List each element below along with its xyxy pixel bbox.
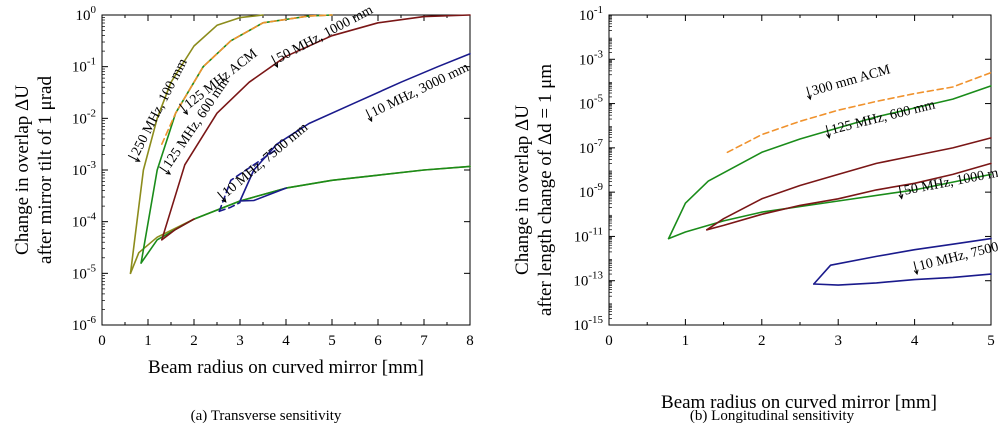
panel-b-series-10-mhz-7500-mm-upper-branch bbox=[813, 237, 992, 285]
panel-a-x-tick-label: 8 bbox=[466, 333, 474, 349]
panel-b-series-125-mhz-600-mm-lower-branch bbox=[667, 173, 992, 240]
panel-b-y-tick-label: 10-5 bbox=[579, 93, 604, 113]
panel-a-x-tick-label: 4 bbox=[282, 333, 290, 349]
panel-b-annotation-label: 125 MHz, 600 mm bbox=[830, 98, 937, 138]
panel-a-x-tick-label: 0 bbox=[98, 333, 106, 349]
panel-a-annotation-arrow-icon bbox=[217, 191, 227, 203]
panel-a-series-125-mhz-acm-upper-branch bbox=[161, 14, 333, 145]
panel-a-series-10-mhz-3000-mm-upper-branch bbox=[239, 53, 471, 202]
panel-a-x-tick-label: 5 bbox=[328, 333, 336, 349]
panel-a-y-tick-label: 10-3 bbox=[72, 159, 97, 179]
panel-a-series-10-mhz-7500-mm-lower-branch bbox=[218, 201, 241, 213]
panel-b-annotation-arrow-icon bbox=[913, 261, 919, 276]
panel-a-y-tick-label: 10-4 bbox=[72, 211, 97, 231]
panel-b-x-tick-label: 1 bbox=[682, 333, 690, 349]
panel-b-annotation: 300 mm ACM bbox=[806, 62, 893, 101]
panel-b-y-tick-label: 10-3 bbox=[579, 48, 604, 68]
panel-b-y-tick-label: 10-7 bbox=[579, 137, 604, 157]
panel-b-x-axis-label: Beam radius on curved mirror [mm] bbox=[661, 392, 937, 413]
panel-b-x-tick-label: 4 bbox=[911, 333, 919, 349]
panel-a-y-tick-label: 100 bbox=[76, 4, 97, 24]
panel-b-caption: (b) Longitudinal sensitivity bbox=[690, 408, 855, 424]
panel-b-y-axis-label-line1: Change in overlap ΔU bbox=[512, 105, 533, 275]
panel-b-annotation-label: 300 mm ACM bbox=[810, 62, 892, 99]
panel-a-annotation-arrow-icon bbox=[127, 154, 141, 162]
panel-a-annotation-label: 10 MHz, 7500 mm bbox=[220, 120, 311, 200]
panel-a-y-axis-label-line1: Change in overlap ΔU bbox=[12, 85, 33, 255]
panel-b-series-50-mhz-1000-mm-lower-branch bbox=[706, 162, 992, 231]
panel-b-annotation-arrow-icon bbox=[898, 185, 904, 200]
panel-a-x-axis-label: Beam radius on curved mirror [mm] bbox=[148, 357, 424, 378]
panel-a-annotation-label: 50 MHz, 1000 mm bbox=[274, 3, 375, 66]
panel-a-series-125-mhz-600-mm-lower-branch bbox=[140, 165, 471, 264]
panel-a-y-tick-label: 10-1 bbox=[72, 56, 96, 76]
panel-b-series bbox=[667, 71, 992, 286]
panel-b-series-50-mhz-1000-mm-upper-branch bbox=[706, 137, 992, 231]
panel-a-axes: 0 1 2 3 4 5 6 7 8 100 10-1 10-2 10-3 10-4 10-5 10-6 bbox=[72, 4, 474, 349]
panel-a-annotation-arrow-icon bbox=[179, 103, 189, 115]
panel-a-y-tick-label: 10-2 bbox=[72, 107, 96, 127]
panel-b-x-tick-label: 0 bbox=[605, 333, 613, 349]
panel-b-axes: 0 1 2 3 4 5 10-1 10-3 10-5 10-7 10-9 10-11 10-13 10-1… bbox=[573, 4, 994, 349]
panel-b-y-tick-label: 10-15 bbox=[573, 314, 603, 334]
panel-a-y-axis-label-line2: after mirror tilt of 1 μrad bbox=[35, 76, 56, 264]
panel-a-series-50-mhz-1000-mm-lower-branch bbox=[161, 218, 195, 241]
panel-b-annotation-arrow-icon bbox=[825, 125, 831, 139]
panel-b-y-tick-label: 10-13 bbox=[573, 270, 603, 290]
panel-a-x-tick-label: 6 bbox=[374, 333, 382, 349]
panel-a-y-tick-label: 10-6 bbox=[72, 314, 97, 334]
panel-a-transverse-sensitivity: 0 1 2 3 4 5 6 7 8 100 10-1 10-2 10-3 10-4 10-5 10-6 250… bbox=[12, 3, 474, 424]
panel-b-y-tick-label: 10-11 bbox=[574, 225, 603, 245]
panel-a-series-250-mhz-100-mm-lower-branch bbox=[129, 165, 471, 275]
panel-b-x-tick-label: 2 bbox=[758, 333, 766, 349]
panel-b-annotation: 125 MHz, 600 mm bbox=[825, 98, 937, 139]
panel-a-series-10-mhz-3000-mm-lower-branch bbox=[239, 187, 287, 202]
panel-b-annotation-label: 50 MHz, 1000 mm bbox=[903, 164, 998, 199]
panel-a-caption: (a) Transverse sensitivity bbox=[191, 408, 342, 424]
panel-a-x-tick-label: 1 bbox=[144, 333, 152, 349]
panel-a-annotation-arrow-icon bbox=[365, 109, 373, 123]
panel-a-annotation-arrow-icon bbox=[270, 55, 279, 68]
panel-b-longitudinal-sensitivity: 0 1 2 3 4 5 10-1 10-3 10-5 10-7 10-9 10-11 10-13 10-1… bbox=[512, 4, 998, 424]
panel-b-x-tick-label: 5 bbox=[987, 333, 995, 349]
panel-b-annotation-arrow-icon bbox=[806, 86, 812, 101]
panel-a-annotation: 10 MHz, 7500 mm bbox=[217, 120, 311, 203]
panel-a-series-250-mhz-100-mm-upper-branch bbox=[129, 14, 264, 275]
panel-a-x-tick-label: 7 bbox=[420, 333, 428, 349]
panel-a-y-tick-label: 10-5 bbox=[72, 262, 97, 282]
panel-a-x-tick-label: 3 bbox=[236, 333, 244, 349]
panel-b-annotation: 50 MHz, 1000 mm bbox=[898, 164, 998, 200]
panel-b-series-10-mhz-7500-mm-lower-branch bbox=[813, 273, 992, 286]
panel-b-x-tick-label: 3 bbox=[834, 333, 842, 349]
panel-a-annotation: 50 MHz, 1000 mm bbox=[270, 3, 376, 68]
panel-a-series-10-mhz-7500-mm-upper-branch bbox=[218, 148, 278, 213]
panel-b-y-axis-label-line2: after length change of Δd = 1 μm bbox=[535, 64, 556, 316]
panel-a-x-tick-label: 2 bbox=[190, 333, 198, 349]
panel-b-series-125-mhz-600-mm-upper-branch bbox=[667, 85, 992, 240]
panel-b-y-tick-label: 10-1 bbox=[579, 4, 603, 24]
panel-b-y-tick-label: 10-9 bbox=[579, 181, 604, 201]
panel-a-annotation-arrow-icon bbox=[159, 166, 172, 175]
panel-b-series-300-mm-acm-upper-branch bbox=[726, 71, 992, 154]
panel-a-series bbox=[129, 14, 471, 275]
panel-a-series-50-mhz-1000-mm-upper-branch bbox=[161, 14, 471, 241]
